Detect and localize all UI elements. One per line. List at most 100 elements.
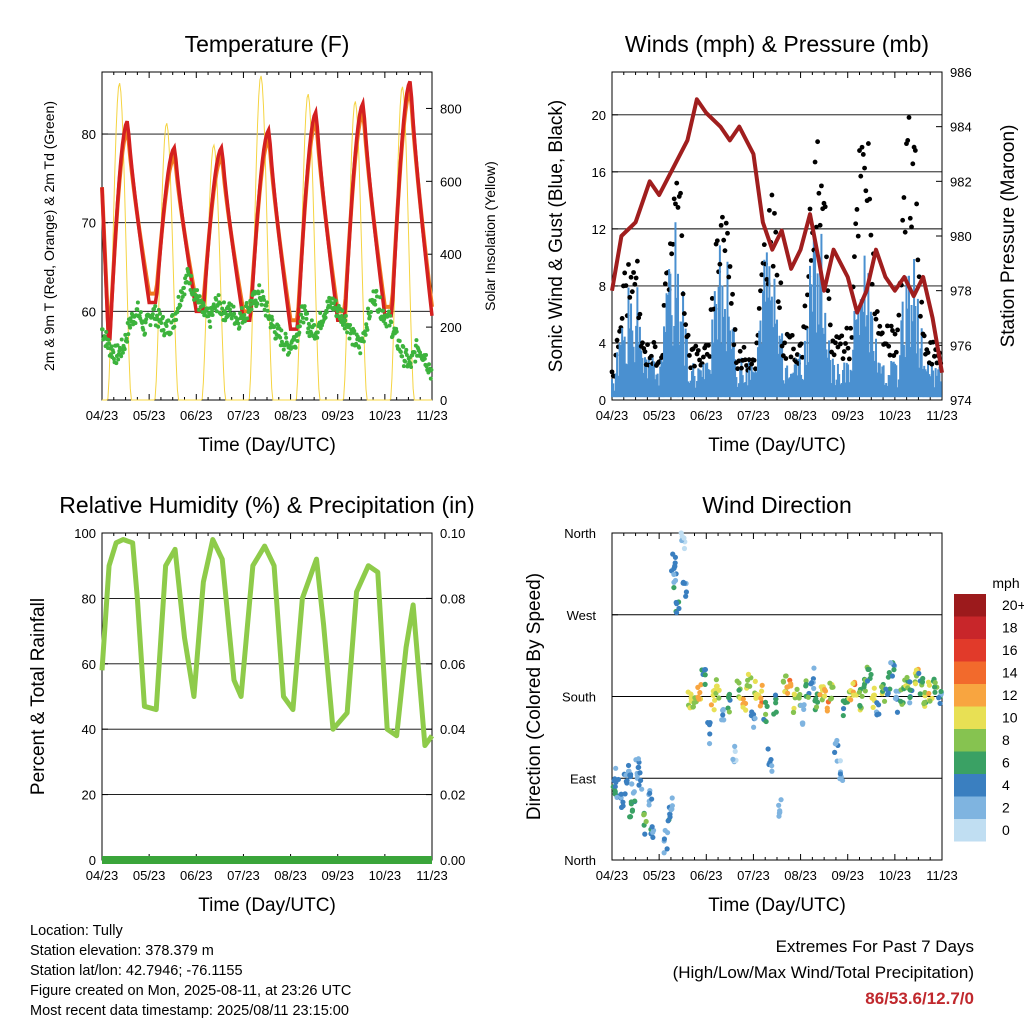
gust-point bbox=[695, 348, 701, 353]
temperature-panel: 04/23 05/23 06/23 07/23 08/23 09/23 10/23 11/23… bbox=[41, 31, 498, 456]
direction-point bbox=[696, 696, 702, 702]
y-tick-label: 60 bbox=[82, 304, 96, 319]
dewpoint-point bbox=[386, 309, 391, 314]
gust-point bbox=[777, 305, 782, 311]
gust-point bbox=[916, 274, 922, 280]
gust-point bbox=[714, 238, 720, 244]
direction-point bbox=[894, 709, 901, 715]
humidity-precip-panel: 04/23 05/23 06/23 07/23 08/23 09/23 10/23 11/23… bbox=[28, 492, 475, 916]
dewpoint-point bbox=[273, 336, 278, 341]
direction-point bbox=[874, 700, 880, 706]
direction-point bbox=[888, 660, 894, 666]
y2-tick-label: 0.00 bbox=[440, 853, 465, 868]
x-tick-label: 10/23 bbox=[369, 408, 402, 423]
dewpoint-point bbox=[125, 339, 130, 344]
direction-point bbox=[889, 673, 896, 679]
direction-point bbox=[681, 545, 688, 552]
dewpoint-point bbox=[357, 345, 362, 350]
direction-point bbox=[612, 788, 618, 794]
direction-point bbox=[613, 765, 619, 771]
dewpoint-point bbox=[216, 293, 221, 298]
gust-point bbox=[799, 354, 805, 360]
x-tick-label: 09/23 bbox=[831, 408, 864, 423]
dewpoint-point bbox=[257, 283, 262, 288]
dewpoint-point bbox=[210, 309, 214, 314]
direction-point bbox=[920, 675, 926, 682]
gust-point bbox=[843, 341, 848, 346]
direction-point bbox=[720, 706, 726, 713]
dewpoint-point bbox=[428, 376, 433, 381]
y2-tick-label: 974 bbox=[950, 393, 972, 408]
x-tick-label: 11/23 bbox=[926, 408, 958, 423]
dewpoint-point bbox=[372, 298, 377, 303]
y2-tick-label: 0.04 bbox=[440, 722, 465, 737]
y2-axis-label: Solar Insolation (Yellow) bbox=[482, 161, 498, 311]
y2-tick-label: 984 bbox=[950, 120, 972, 135]
gust-point bbox=[622, 270, 628, 276]
wind-direction-panel: 04/23 05/23 06/23 07/23 08/23 09/23 10/23 11/23… bbox=[524, 492, 958, 916]
gust-point bbox=[633, 275, 639, 281]
gust-point bbox=[892, 331, 898, 337]
dewpoint-point bbox=[401, 364, 406, 369]
direction-point bbox=[784, 684, 790, 690]
x-tick-label: 11/23 bbox=[416, 408, 448, 423]
gust-point bbox=[839, 333, 845, 339]
gust-point bbox=[631, 270, 636, 275]
dewpoint-point bbox=[128, 325, 133, 330]
gust-point bbox=[863, 188, 869, 194]
direction-point bbox=[819, 697, 825, 703]
dewpoint-point bbox=[367, 314, 372, 319]
dewpoint-point bbox=[120, 350, 125, 355]
dewpoint-point bbox=[156, 307, 161, 312]
gust-point bbox=[636, 315, 642, 321]
legend-label: 8 bbox=[1002, 732, 1010, 748]
direction-point bbox=[678, 530, 684, 536]
dewpoint-point bbox=[333, 298, 338, 303]
legend-label: 10 bbox=[1002, 710, 1018, 726]
direction-point bbox=[898, 698, 904, 704]
dewpoint-point bbox=[408, 361, 413, 366]
direction-point bbox=[932, 689, 938, 695]
dewpoint-point bbox=[109, 344, 114, 349]
direction-point bbox=[672, 564, 678, 570]
gust-point bbox=[857, 148, 862, 153]
y-axis-label: 2m & 9m T (Red, Orange) & 2m Td (Green) bbox=[41, 101, 57, 371]
gust-point bbox=[756, 306, 762, 311]
legend-swatch bbox=[954, 616, 986, 639]
direction-point bbox=[938, 688, 944, 695]
gust-point bbox=[693, 343, 699, 349]
dewpoint-point bbox=[309, 318, 314, 323]
direction-point bbox=[673, 610, 680, 616]
gust-point bbox=[891, 353, 897, 358]
dewpoint-point bbox=[175, 310, 180, 315]
direction-point bbox=[635, 756, 642, 762]
gust-point bbox=[831, 352, 837, 358]
direction-point bbox=[638, 777, 644, 784]
dewpoint-point bbox=[323, 315, 328, 320]
dewpoint-point bbox=[214, 309, 219, 314]
direction-point bbox=[740, 696, 746, 702]
dewpoint-point bbox=[223, 311, 228, 316]
dewpoint-point bbox=[324, 310, 329, 315]
gust-point bbox=[805, 292, 810, 298]
dewpoint-point bbox=[181, 285, 186, 290]
gust-point bbox=[808, 258, 814, 263]
direction-point bbox=[639, 786, 645, 792]
direction-point bbox=[624, 777, 630, 784]
solar-line bbox=[102, 75, 432, 401]
dewpoint-point bbox=[249, 307, 254, 312]
direction-point bbox=[856, 689, 863, 695]
dewpoint-point bbox=[239, 305, 244, 310]
x-tick-label: 06/23 bbox=[180, 868, 213, 883]
direction-point bbox=[745, 677, 751, 683]
dewpoint-point bbox=[401, 344, 406, 349]
gust-point bbox=[761, 242, 767, 248]
plot-frame bbox=[101, 532, 433, 861]
direction-point bbox=[670, 551, 676, 557]
direction-point bbox=[669, 795, 675, 801]
gust-point bbox=[749, 361, 755, 367]
legend-swatch bbox=[954, 684, 986, 707]
extremes-box: Extremes For Past 7 Days (High/Low/Max W… bbox=[673, 934, 974, 1012]
dewpoint-point bbox=[148, 323, 153, 328]
dewpoint-point bbox=[208, 325, 213, 330]
